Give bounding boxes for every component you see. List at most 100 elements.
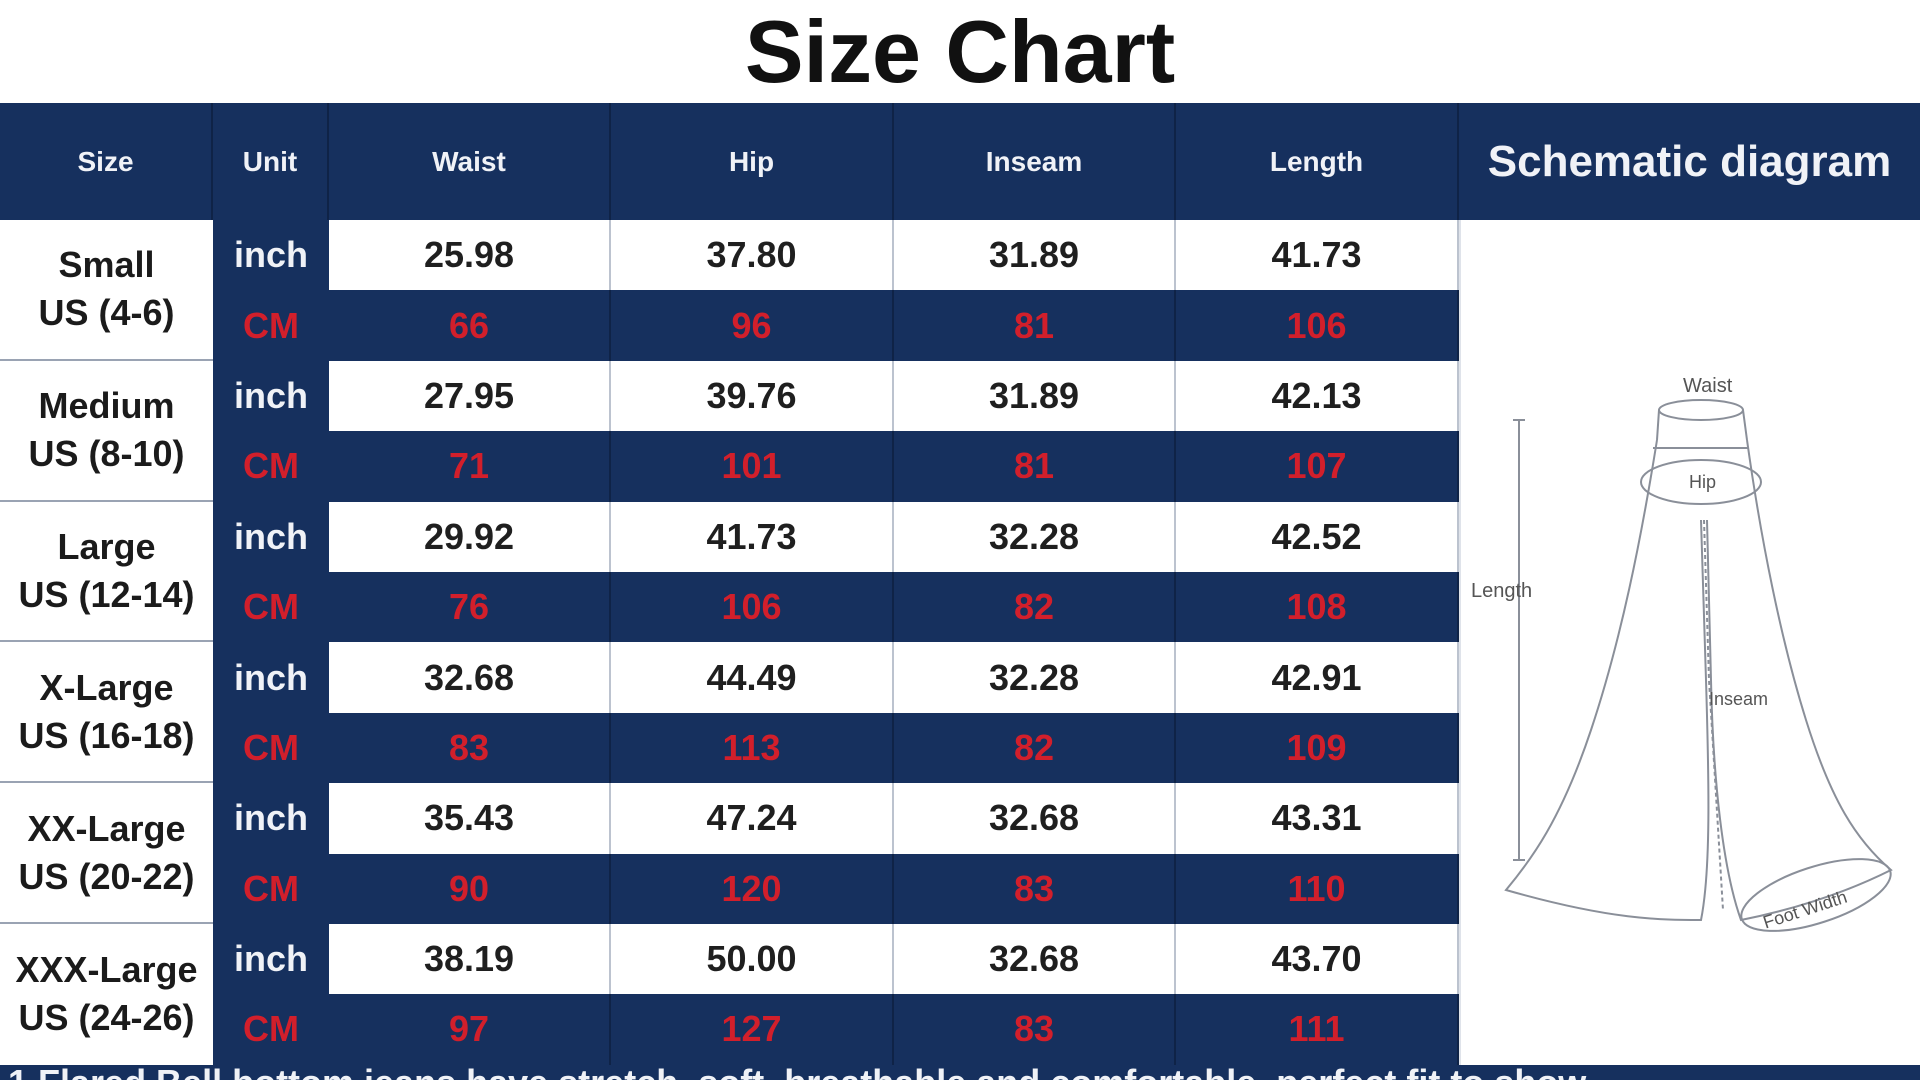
diagram-label-length: Length <box>1471 580 1532 602</box>
inseam-inch: 31.89 <box>894 220 1176 291</box>
hip-inch: 44.49 <box>611 642 894 713</box>
length-inch: 42.52 <box>1176 501 1459 572</box>
waist-inch: 29.92 <box>329 501 611 572</box>
waist-cm: 90 <box>329 853 611 924</box>
unit-cm: CM <box>213 712 329 784</box>
size-label-cell: Large US (12-14) <box>0 501 213 643</box>
footer-bar: 1.Flared Bell bottom jeans have stretch,… <box>0 1065 1920 1080</box>
diagram-label-inseam: Inseam <box>1709 689 1768 709</box>
unit-inch: inch <box>213 923 329 995</box>
hip-inch: 50.00 <box>611 923 894 995</box>
hip-cm: 120 <box>611 853 894 924</box>
size-us-range: US (20-22) <box>18 855 195 897</box>
hip-inch: 37.80 <box>611 220 894 291</box>
inseam-inch: 32.68 <box>894 923 1176 995</box>
hip-cm: 127 <box>611 994 894 1065</box>
length-cm: 111 <box>1176 994 1459 1065</box>
footer-note: 1.Flared Bell bottom jeans have stretch,… <box>8 1065 1586 1080</box>
jeans-outline-illustration: Waist Hip Length Inseam Foot Width <box>1471 375 1893 933</box>
size-name: XX-Large <box>27 807 186 849</box>
size-us-range: US (12-14) <box>18 573 195 615</box>
inseam-cm: 81 <box>894 290 1176 361</box>
length-inch: 43.70 <box>1176 923 1459 995</box>
unit-inch: inch <box>213 501 329 572</box>
unit-inch: inch <box>213 783 329 854</box>
waist-inch: 32.68 <box>329 642 611 713</box>
header-inseam: Inseam <box>894 103 1176 220</box>
inseam-cm: 82 <box>894 712 1176 784</box>
unit-cm: CM <box>213 571 329 643</box>
inseam-inch: 31.89 <box>894 360 1176 432</box>
hip-cm: 101 <box>611 431 894 502</box>
unit-inch: inch <box>213 642 329 713</box>
legs-outline <box>1504 439 1893 922</box>
size-us-range: US (8-10) <box>28 433 185 475</box>
size-us-range: US (4-6) <box>38 292 175 334</box>
waist-inch: 38.19 <box>329 923 611 995</box>
hip-cm: 113 <box>611 712 894 784</box>
size-name: XXX-Large <box>15 949 198 991</box>
schematic-diagram: Waist Hip Length Inseam Foot Width <box>1459 220 1920 1065</box>
size-name: Large <box>57 525 156 567</box>
header-unit: Unit <box>213 103 329 220</box>
waist-inch: 27.95 <box>329 360 611 432</box>
size-label-cell: XX-Large US (20-22) <box>0 783 213 924</box>
size-name: Medium <box>38 385 175 427</box>
hip-ellipse <box>1640 459 1762 505</box>
hip-cm: 96 <box>611 290 894 361</box>
size-label-cell: Small US (4-6) <box>0 220 213 361</box>
inseam-cm: 83 <box>894 994 1176 1065</box>
length-inch: 42.13 <box>1176 360 1459 432</box>
inseam-inch: 32.28 <box>894 642 1176 713</box>
waist-inch: 25.98 <box>329 220 611 291</box>
size-name: X-Large <box>39 666 174 708</box>
length-cm: 108 <box>1176 571 1459 643</box>
waist-cm: 83 <box>329 712 611 784</box>
inseam-cm: 81 <box>894 431 1176 502</box>
size-label-cell: Medium US (8-10) <box>0 360 213 502</box>
waist-cm: 76 <box>329 571 611 643</box>
size-name: Small <box>58 244 155 286</box>
length-bracket <box>1513 419 1525 861</box>
hip-inch: 41.73 <box>611 501 894 572</box>
diagram-label-waist: Waist <box>1683 375 1733 397</box>
inseam-cm: 82 <box>894 571 1176 643</box>
length-inch: 43.31 <box>1176 783 1459 854</box>
unit-cm: CM <box>213 994 329 1065</box>
waist-inch: 35.43 <box>329 783 611 854</box>
length-cm: 110 <box>1176 853 1459 924</box>
waist-cm: 66 <box>329 290 611 361</box>
hip-inch: 39.76 <box>611 360 894 432</box>
unit-cm: CM <box>213 853 329 924</box>
size-chart-table: Size Unit Waist Hip Inseam Length Schema… <box>0 103 1920 1065</box>
header-length: Length <box>1176 103 1459 220</box>
waist-ellipse <box>1658 399 1744 421</box>
inseam-inch: 32.68 <box>894 783 1176 854</box>
unit-cm: CM <box>213 431 329 502</box>
size-label-cell: XXX-Large US (24-26) <box>0 923 213 1065</box>
header-schematic-diagram: Schematic diagram <box>1459 103 1920 220</box>
diagram-label-hip: Hip <box>1689 472 1716 492</box>
unit-cm: CM <box>213 290 329 361</box>
foot-width-ellipse <box>1740 858 1892 932</box>
page-title: Size Chart <box>744 2 1176 101</box>
length-inch: 42.91 <box>1176 642 1459 713</box>
inseam-inch: 32.28 <box>894 501 1176 572</box>
waistband-sides <box>1656 409 1748 441</box>
unit-inch: inch <box>213 360 329 432</box>
size-us-range: US (24-26) <box>18 997 195 1039</box>
header-size: Size <box>0 103 213 220</box>
waist-cm: 97 <box>329 994 611 1065</box>
length-cm: 106 <box>1176 290 1459 361</box>
unit-inch: inch <box>213 220 329 291</box>
hip-cm: 106 <box>611 571 894 643</box>
length-cm: 109 <box>1176 712 1459 784</box>
header-hip: Hip <box>611 103 894 220</box>
hip-inch: 47.24 <box>611 783 894 854</box>
waist-cm: 71 <box>329 431 611 502</box>
size-us-range: US (16-18) <box>18 714 195 756</box>
header-waist: Waist <box>329 103 611 220</box>
length-cm: 107 <box>1176 431 1459 502</box>
size-label-cell: X-Large US (16-18) <box>0 642 213 784</box>
length-inch: 41.73 <box>1176 220 1459 291</box>
